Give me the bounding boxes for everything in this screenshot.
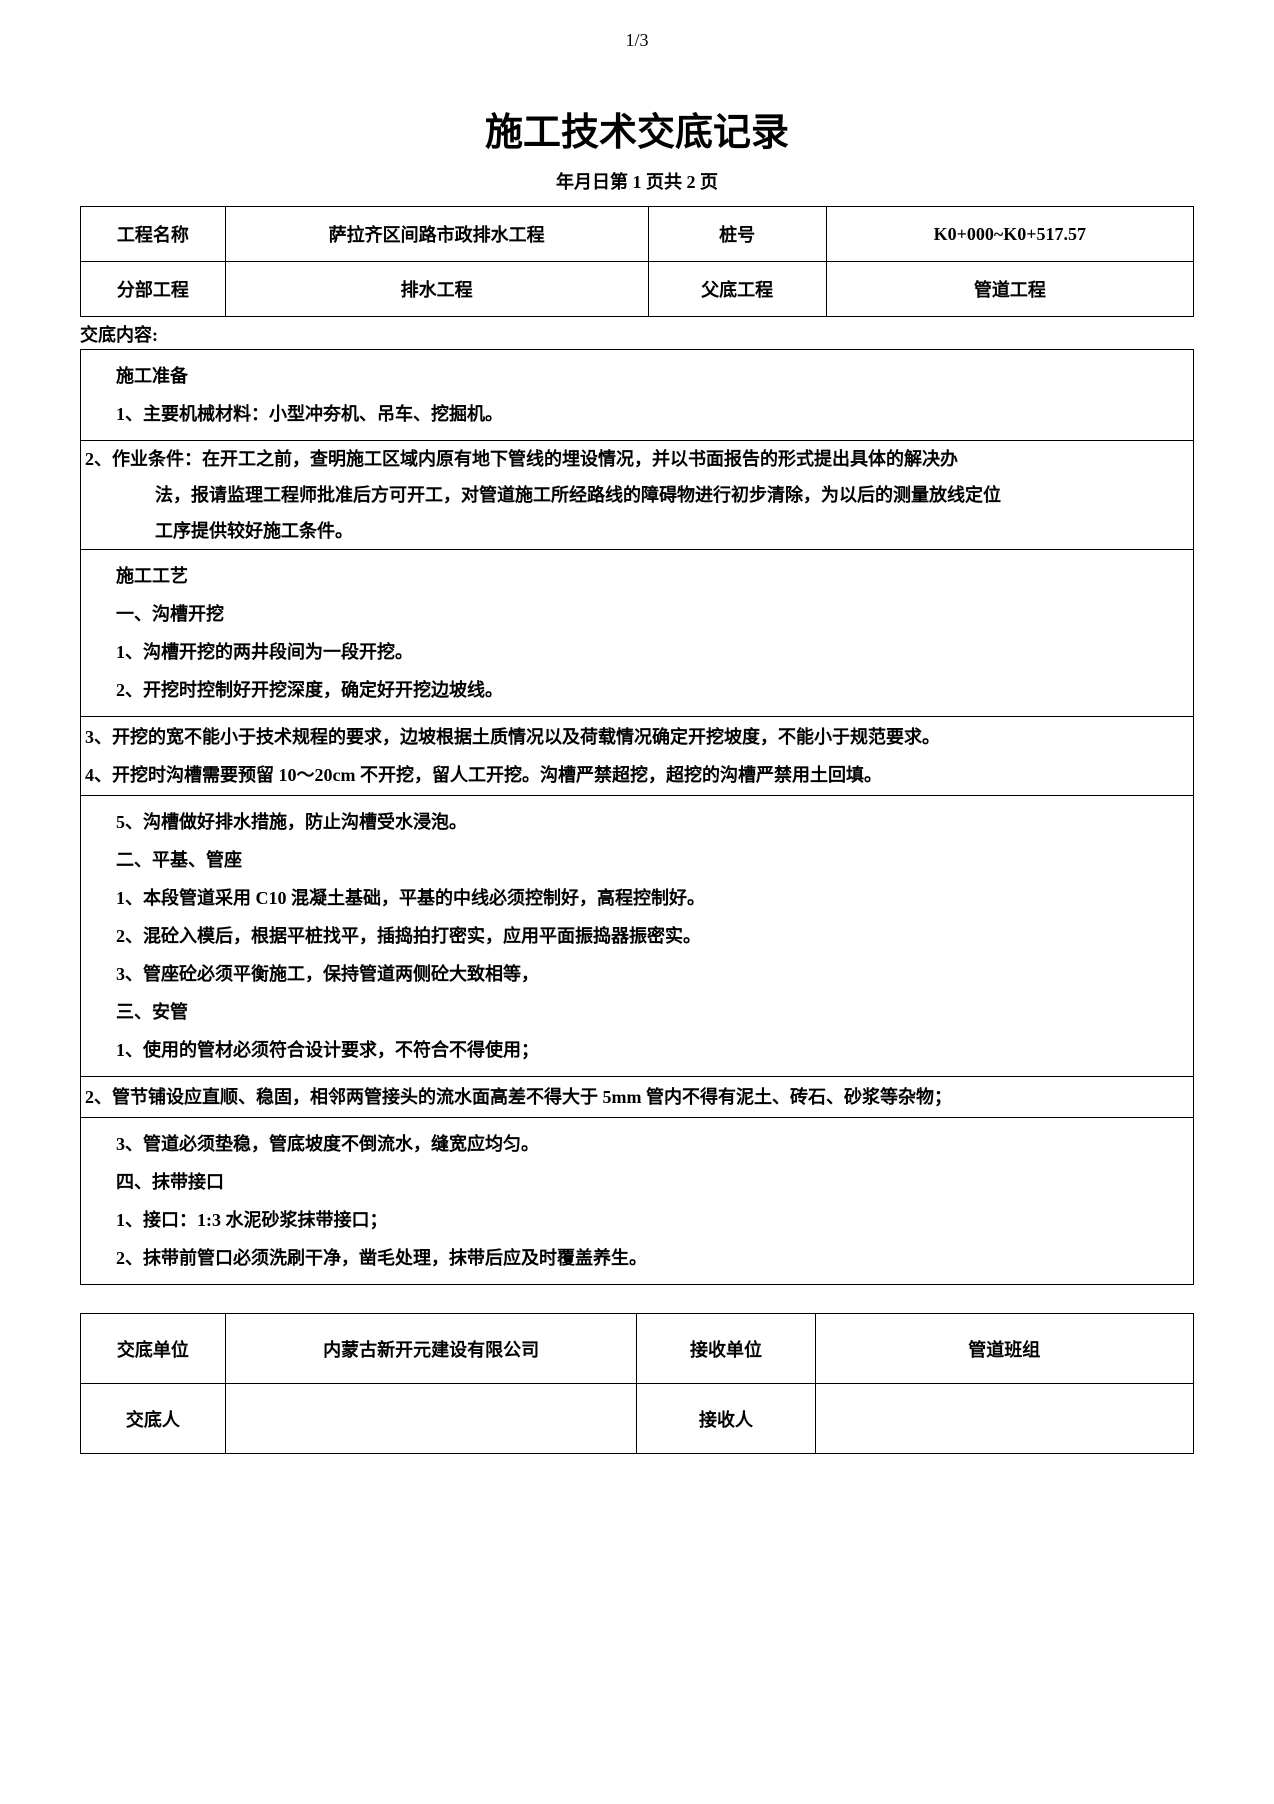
content-line: 二、平基、管座 <box>116 842 1158 878</box>
header-cell: 萨拉齐区间路市政排水工程 <box>225 207 648 262</box>
content-line: 1、沟槽开挖的两井段间为一段开挖。 <box>116 634 1158 670</box>
content-line: 四、抹带接口 <box>116 1164 1158 1200</box>
content-line: 2、抹带前管口必须洗刷干净，凿毛处理，抹带后应及时覆盖养生。 <box>116 1240 1158 1276</box>
content-line: 1、本段管道采用 C10 混凝土基础，平基的中线必须控制好，高程控制好。 <box>116 880 1158 916</box>
document-title: 施工技术交底记录 <box>80 101 1194 156</box>
content-line: 1、使用的管材必须符合设计要求，不符合不得使用； <box>116 1032 1158 1068</box>
content-line: 三、安管 <box>116 994 1158 1030</box>
header-cell: 分部工程 <box>81 262 226 317</box>
content-line: 法，报请监理工程师批准后方可开工，对管道施工所经路线的障碍物进行初步清除，为以后… <box>120 477 1189 513</box>
content-label: 交底内容: <box>80 321 1194 347</box>
signoff-cell: 接收单位 <box>637 1314 815 1384</box>
signoff-table: 交底单位 内蒙古新开元建设有限公司 接收单位 管道班组 交底人 接收人 <box>80 1313 1194 1454</box>
content-line: 5、沟槽做好排水措施，防止沟槽受水浸泡。 <box>116 804 1158 840</box>
content-box: 施工准备 1、主要机械材料：小型冲夯机、吊车、挖掘机。 2、作业条件：在开工之前… <box>80 349 1194 1285</box>
page-indicator: 1/3 <box>80 30 1194 51</box>
content-line: 一、沟槽开挖 <box>116 596 1158 632</box>
table-row: 交底人 接收人 <box>81 1384 1194 1454</box>
content-line: 2、混砼入模后，根据平桩找平，插捣拍打密实，应用平面振捣器振密实。 <box>116 918 1158 954</box>
signoff-cell: 管道班组 <box>815 1314 1193 1384</box>
signoff-cell: 接收人 <box>637 1384 815 1454</box>
header-cell: 桩号 <box>648 207 826 262</box>
content-line: 3、开挖的宽不能小于技术规程的要求，边坡根据土质情况以及荷载情况确定开挖坡度，不… <box>85 719 1189 755</box>
signoff-cell <box>815 1384 1193 1454</box>
header-cell: 父底工程 <box>648 262 826 317</box>
boxed-paragraph: 3、开挖的宽不能小于技术规程的要求，边坡根据土质情况以及荷载情况确定开挖坡度，不… <box>81 716 1193 796</box>
content-line: 3、管道必须垫稳，管底坡度不倒流水，缝宽应均匀。 <box>116 1126 1158 1162</box>
content-line: 1、主要机械材料：小型冲夯机、吊车、挖掘机。 <box>116 396 1158 432</box>
signoff-cell: 内蒙古新开元建设有限公司 <box>225 1314 637 1384</box>
content-section: 5、沟槽做好排水措施，防止沟槽受水浸泡。 二、平基、管座 1、本段管道采用 C1… <box>81 796 1193 1076</box>
header-cell: 工程名称 <box>81 207 226 262</box>
content-line: 2、管节铺设应直顺、稳固，相邻两管接头的流水面高差不得大于 5mm 管内不得有泥… <box>85 1079 1189 1115</box>
header-cell: 管道工程 <box>826 262 1193 317</box>
content-line: 施工工艺 <box>116 558 1158 594</box>
signoff-cell: 交底单位 <box>81 1314 226 1384</box>
table-row: 交底单位 内蒙古新开元建设有限公司 接收单位 管道班组 <box>81 1314 1194 1384</box>
document-subtitle: 年月日第 1 页共 2 页 <box>80 168 1194 194</box>
content-section: 3、管道必须垫稳，管底坡度不倒流水，缝宽应均匀。 四、抹带接口 1、接口：1:3… <box>81 1118 1193 1284</box>
content-line: 2、开挖时控制好开挖深度，确定好开挖边坡线。 <box>116 672 1158 708</box>
signoff-cell: 交底人 <box>81 1384 226 1454</box>
header-cell: 排水工程 <box>225 262 648 317</box>
table-row: 分部工程 排水工程 父底工程 管道工程 <box>81 262 1194 317</box>
boxed-paragraph: 2、管节铺设应直顺、稳固，相邻两管接头的流水面高差不得大于 5mm 管内不得有泥… <box>81 1076 1193 1118</box>
content-line: 4、开挖时沟槽需要预留 10～20cm 不开挖，留人工开挖。沟槽严禁超挖，超挖的… <box>85 757 1189 793</box>
content-line: 1、接口：1:3 水泥砂浆抹带接口； <box>116 1202 1158 1238</box>
content-line: 3、管座砼必须平衡施工，保持管道两侧砼大致相等， <box>116 956 1158 992</box>
signoff-cell <box>225 1384 637 1454</box>
table-row: 工程名称 萨拉齐区间路市政排水工程 桩号 K0+000~K0+517.57 <box>81 207 1194 262</box>
header-cell: K0+000~K0+517.57 <box>826 207 1193 262</box>
content-section: 施工工艺 一、沟槽开挖 1、沟槽开挖的两井段间为一段开挖。 2、开挖时控制好开挖… <box>81 550 1193 716</box>
content-line: 2、作业条件：在开工之前，查明施工区域内原有地下管线的埋设情况，并以书面报告的形… <box>85 449 958 469</box>
content-line: 工序提供较好施工条件。 <box>120 513 1189 549</box>
content-section: 施工准备 1、主要机械材料：小型冲夯机、吊车、挖掘机。 <box>81 350 1193 440</box>
header-table: 工程名称 萨拉齐区间路市政排水工程 桩号 K0+000~K0+517.57 分部… <box>80 206 1194 317</box>
boxed-paragraph: 2、作业条件：在开工之前，查明施工区域内原有地下管线的埋设情况，并以书面报告的形… <box>81 440 1193 550</box>
content-line: 施工准备 <box>116 358 1158 394</box>
